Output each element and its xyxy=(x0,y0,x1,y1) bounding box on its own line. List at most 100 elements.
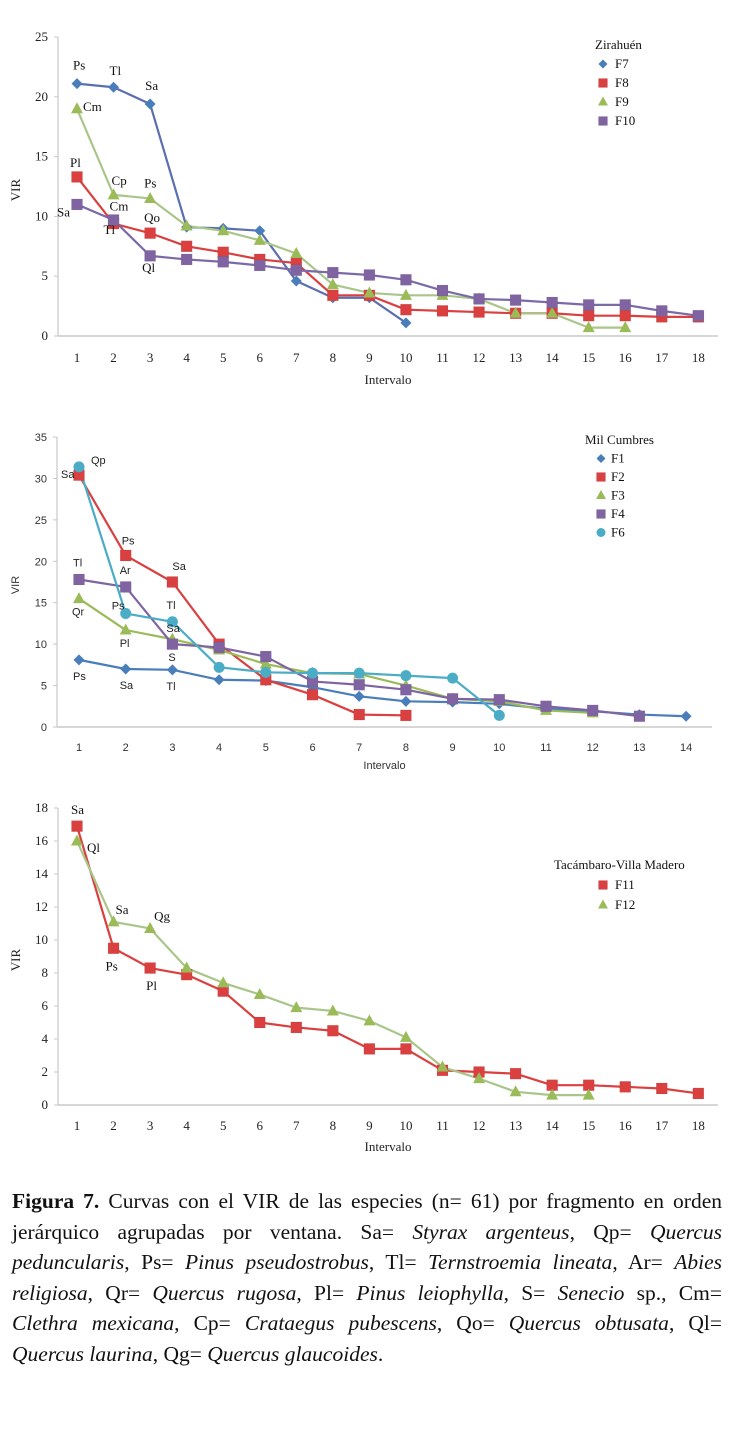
data-point-f8 xyxy=(436,305,449,317)
species-annotation: Sa xyxy=(166,623,180,635)
data-point-f1 xyxy=(680,710,692,722)
species-name: Styrax argenteus xyxy=(412,1219,570,1244)
species-annotation: Cm xyxy=(83,99,102,114)
legend-label: F3 xyxy=(611,488,625,503)
data-point-f11 xyxy=(400,1043,412,1055)
legend-label: F11 xyxy=(615,877,635,892)
legend-marker-f12 xyxy=(598,899,608,909)
species-name: Clethra mexicana xyxy=(12,1311,175,1335)
data-point-f11 xyxy=(509,1067,522,1080)
species-name: Quercus laurina xyxy=(12,1341,153,1366)
y-tick-label: 0 xyxy=(42,328,49,343)
caption-text: , S= xyxy=(503,1280,558,1305)
legend-marker-f1 xyxy=(596,454,606,463)
x-tick-label: 18 xyxy=(692,350,705,365)
data-point-f9 xyxy=(582,321,595,333)
legend-marker-f8 xyxy=(598,78,608,88)
data-point-f12 xyxy=(144,921,157,933)
caption-label: Figura 7. xyxy=(12,1189,100,1213)
x-tick-label: 12 xyxy=(587,742,599,754)
data-point-f9 xyxy=(71,102,83,114)
legend-title: Tacámbaro-Villa Madero xyxy=(554,857,685,872)
species-annotation: Qg xyxy=(154,908,170,923)
x-axis-label: Intervalo xyxy=(365,372,412,387)
legend-label: F10 xyxy=(615,113,635,128)
y-tick-label: 30 xyxy=(35,473,47,485)
data-point-f10 xyxy=(546,296,558,309)
species-name: Pinus pseudostrobus xyxy=(185,1250,369,1274)
x-tick-label: 10 xyxy=(399,350,412,365)
species-name: Quercus obtusata xyxy=(508,1311,669,1335)
data-point-f11 xyxy=(655,1082,668,1095)
x-tick-label: 2 xyxy=(123,742,129,754)
y-tick-label: 5 xyxy=(41,681,47,693)
y-tick-label: 2 xyxy=(42,1064,49,1079)
species-annotation: Tl xyxy=(166,600,175,612)
x-tick-label: 1 xyxy=(76,742,82,754)
x-tick-label: 5 xyxy=(220,1118,227,1133)
species-annotation: Sa xyxy=(57,204,70,219)
data-point-f7 xyxy=(108,81,120,93)
legend-title: Zirahuén xyxy=(595,37,642,52)
data-point-f11 xyxy=(692,1087,705,1100)
data-point-f11 xyxy=(327,1024,339,1037)
data-point-f4 xyxy=(259,650,272,663)
species-annotation: Qr xyxy=(72,607,85,619)
legend-label: F4 xyxy=(611,506,625,521)
caption-body: Curvas con el VIR de las especies (n= 61… xyxy=(12,1189,722,1366)
x-tick-label: 14 xyxy=(680,742,692,754)
data-point-f9 xyxy=(217,224,230,236)
species-annotation: Sa xyxy=(172,561,186,573)
x-tick-label: 15 xyxy=(582,350,595,365)
x-tick-label: 3 xyxy=(169,742,175,754)
data-point-f10 xyxy=(473,293,485,305)
data-point-f7 xyxy=(144,98,156,110)
caption-text: , Ps= xyxy=(124,1250,186,1274)
legend-marker-f2 xyxy=(596,472,606,482)
species-annotation: Sa xyxy=(116,902,129,917)
species-annotation: Ps xyxy=(73,671,86,683)
data-point-f3 xyxy=(259,657,272,669)
y-tick-label: 18 xyxy=(35,800,48,815)
caption-text: . xyxy=(377,1341,384,1366)
x-tick-label: 12 xyxy=(473,350,486,365)
species-annotation: Ar xyxy=(120,565,131,577)
x-tick-label: 7 xyxy=(293,350,300,365)
y-tick-label: 10 xyxy=(35,208,48,223)
data-point-f10 xyxy=(327,266,339,279)
data-point-f12 xyxy=(71,834,83,846)
caption-text: sp., Cm= xyxy=(624,1280,722,1305)
y-tick-label: 15 xyxy=(35,598,47,610)
data-point-f4 xyxy=(586,704,599,717)
data-point-f10 xyxy=(144,250,156,262)
legend-marker-f4 xyxy=(596,509,606,519)
data-point-f10 xyxy=(71,198,83,211)
data-point-f4 xyxy=(353,678,366,691)
x-tick-label: 13 xyxy=(633,742,645,754)
data-point-f12 xyxy=(546,1088,559,1100)
data-point-f3 xyxy=(119,623,132,635)
y-tick-label: 25 xyxy=(35,29,48,44)
y-tick-label: 8 xyxy=(42,965,49,980)
species-annotation: Tl xyxy=(73,558,82,570)
caption-text: , Qg= xyxy=(152,1341,208,1366)
data-point-f12 xyxy=(107,915,120,927)
species-annotation: Ql xyxy=(87,840,100,855)
x-tick-label: 14 xyxy=(546,1118,560,1133)
legend-label: F7 xyxy=(615,56,629,71)
data-point-f12 xyxy=(363,1014,376,1026)
data-point-f6 xyxy=(400,670,412,682)
x-tick-label: 16 xyxy=(619,350,633,365)
x-tick-label: 6 xyxy=(257,350,264,365)
data-point-f10 xyxy=(180,253,193,266)
caption-text: , Tl= xyxy=(368,1250,429,1274)
species-annotation: Ps xyxy=(73,58,85,73)
x-tick-label: 8 xyxy=(403,742,409,754)
x-tick-label: 6 xyxy=(309,742,315,754)
species-name: Senecio xyxy=(557,1280,625,1305)
x-tick-label: 17 xyxy=(655,350,669,365)
data-point-f8 xyxy=(327,289,339,302)
x-tick-label: 7 xyxy=(293,1118,300,1133)
y-axis-label: VIR xyxy=(8,178,23,201)
